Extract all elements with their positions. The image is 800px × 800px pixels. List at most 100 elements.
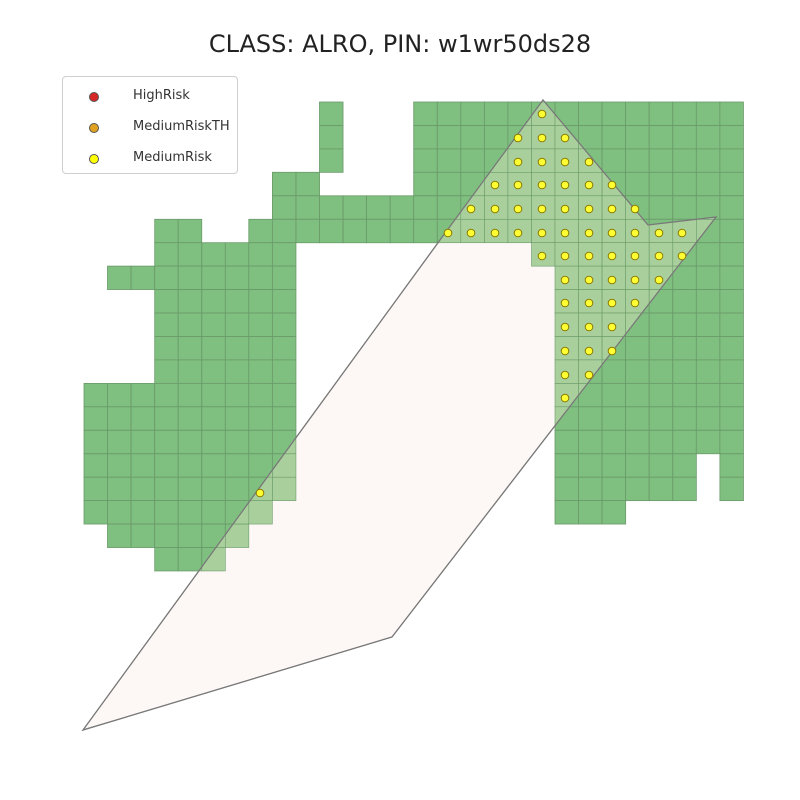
grid-cell xyxy=(366,218,391,244)
grid-cell xyxy=(695,125,721,150)
grid-cell xyxy=(389,218,415,244)
legend: HighRisk MediumRiskTH MediumRisk xyxy=(62,76,238,174)
grid-cell xyxy=(271,265,297,290)
grid-cell xyxy=(695,148,721,173)
grid-cell xyxy=(224,359,250,384)
grid-cell xyxy=(578,429,603,455)
grid-cell xyxy=(154,500,179,525)
grid-cell xyxy=(107,406,132,431)
grid-cell xyxy=(625,453,650,478)
grid-cell xyxy=(271,289,297,314)
mediumrisk-point xyxy=(607,322,617,332)
mediumrisk-point xyxy=(537,228,547,238)
grid-cell xyxy=(648,195,674,220)
grid-cell xyxy=(154,547,179,572)
mediumrisk-point xyxy=(584,251,594,261)
grid-cell xyxy=(154,523,179,548)
grid-cell xyxy=(201,500,226,525)
grid-cell xyxy=(719,406,744,431)
grid-cell xyxy=(436,171,462,197)
grid-cell xyxy=(483,101,509,126)
grid-cell xyxy=(625,148,650,173)
mediumrisk-point xyxy=(537,251,547,261)
mediumrisk-point xyxy=(255,488,265,498)
grid-cell xyxy=(319,101,344,126)
mediumrisk-point xyxy=(607,228,617,238)
mediumrisk-point xyxy=(560,346,570,356)
grid-cell xyxy=(413,218,438,244)
grid-cell xyxy=(672,148,697,173)
grid-cell xyxy=(295,195,320,220)
grid-cell xyxy=(107,382,132,408)
legend-label: HighRisk xyxy=(133,88,190,103)
grid-cell xyxy=(224,336,250,361)
grid-cell xyxy=(695,382,721,408)
grid-cell xyxy=(177,476,203,502)
legend-marker-icon xyxy=(89,154,99,164)
mediumrisk-point xyxy=(584,275,594,285)
grid-cell xyxy=(625,101,650,126)
grid-cell xyxy=(578,101,603,126)
grid-cell xyxy=(625,382,650,408)
grid-cell xyxy=(319,195,344,220)
grid-cell xyxy=(154,429,179,455)
mediumrisk-point xyxy=(560,180,570,190)
mediumrisk-point xyxy=(537,204,547,214)
grid-cell xyxy=(107,429,132,455)
grid-cell xyxy=(648,406,674,431)
parcel-outline xyxy=(81,99,718,732)
grid-cell xyxy=(648,359,674,384)
mediumrisk-point xyxy=(513,228,523,238)
grid-cell xyxy=(625,336,650,361)
grid-cell xyxy=(719,382,744,408)
grid-cell xyxy=(177,523,203,548)
mediumrisk-point xyxy=(607,180,617,190)
grid-cell xyxy=(83,429,108,455)
grid-cell xyxy=(672,336,697,361)
grid-cell xyxy=(483,125,509,150)
grid-cell xyxy=(130,429,156,455)
mediumrisk-point xyxy=(584,180,594,190)
mediumrisk-point xyxy=(654,251,664,261)
mediumrisk-point xyxy=(654,275,664,285)
mediumrisk-point xyxy=(584,204,594,214)
grid-cell xyxy=(130,406,156,431)
overlap-cell xyxy=(248,500,273,525)
grid-cell xyxy=(177,500,203,525)
grid-cell xyxy=(201,453,226,478)
grid-cell xyxy=(672,429,697,455)
grid-cell xyxy=(578,476,603,502)
grid-cell xyxy=(177,242,203,267)
grid-cell xyxy=(177,547,203,572)
grid-cell xyxy=(154,265,179,290)
mediumrisk-point xyxy=(607,346,617,356)
grid-cell xyxy=(672,382,697,408)
grid-cell xyxy=(177,289,203,314)
grid-cell xyxy=(248,218,273,244)
grid-cell xyxy=(601,359,627,384)
grid-cell xyxy=(413,148,438,173)
grid-cell xyxy=(177,382,203,408)
grid-cell xyxy=(436,101,462,126)
grid-cell xyxy=(83,453,108,478)
grid-cell xyxy=(224,289,250,314)
grid-cell xyxy=(648,453,674,478)
mediumrisk-point xyxy=(677,228,687,238)
grid-cell xyxy=(695,406,721,431)
grid-cell xyxy=(719,125,744,150)
grid-cell xyxy=(154,453,179,478)
grid-cell xyxy=(601,125,627,150)
overlap-cell xyxy=(225,523,250,548)
grid-cell xyxy=(271,242,297,267)
grid-cell xyxy=(271,406,297,431)
grid-cell xyxy=(719,429,744,455)
grid-cell xyxy=(201,382,226,408)
grid-cell xyxy=(554,453,579,478)
grid-cell xyxy=(648,476,674,502)
grid-cell xyxy=(672,171,697,197)
mediumrisk-point xyxy=(630,298,640,308)
grid-cell xyxy=(177,406,203,431)
grid-cell xyxy=(271,171,297,197)
grid-cell xyxy=(601,453,627,478)
